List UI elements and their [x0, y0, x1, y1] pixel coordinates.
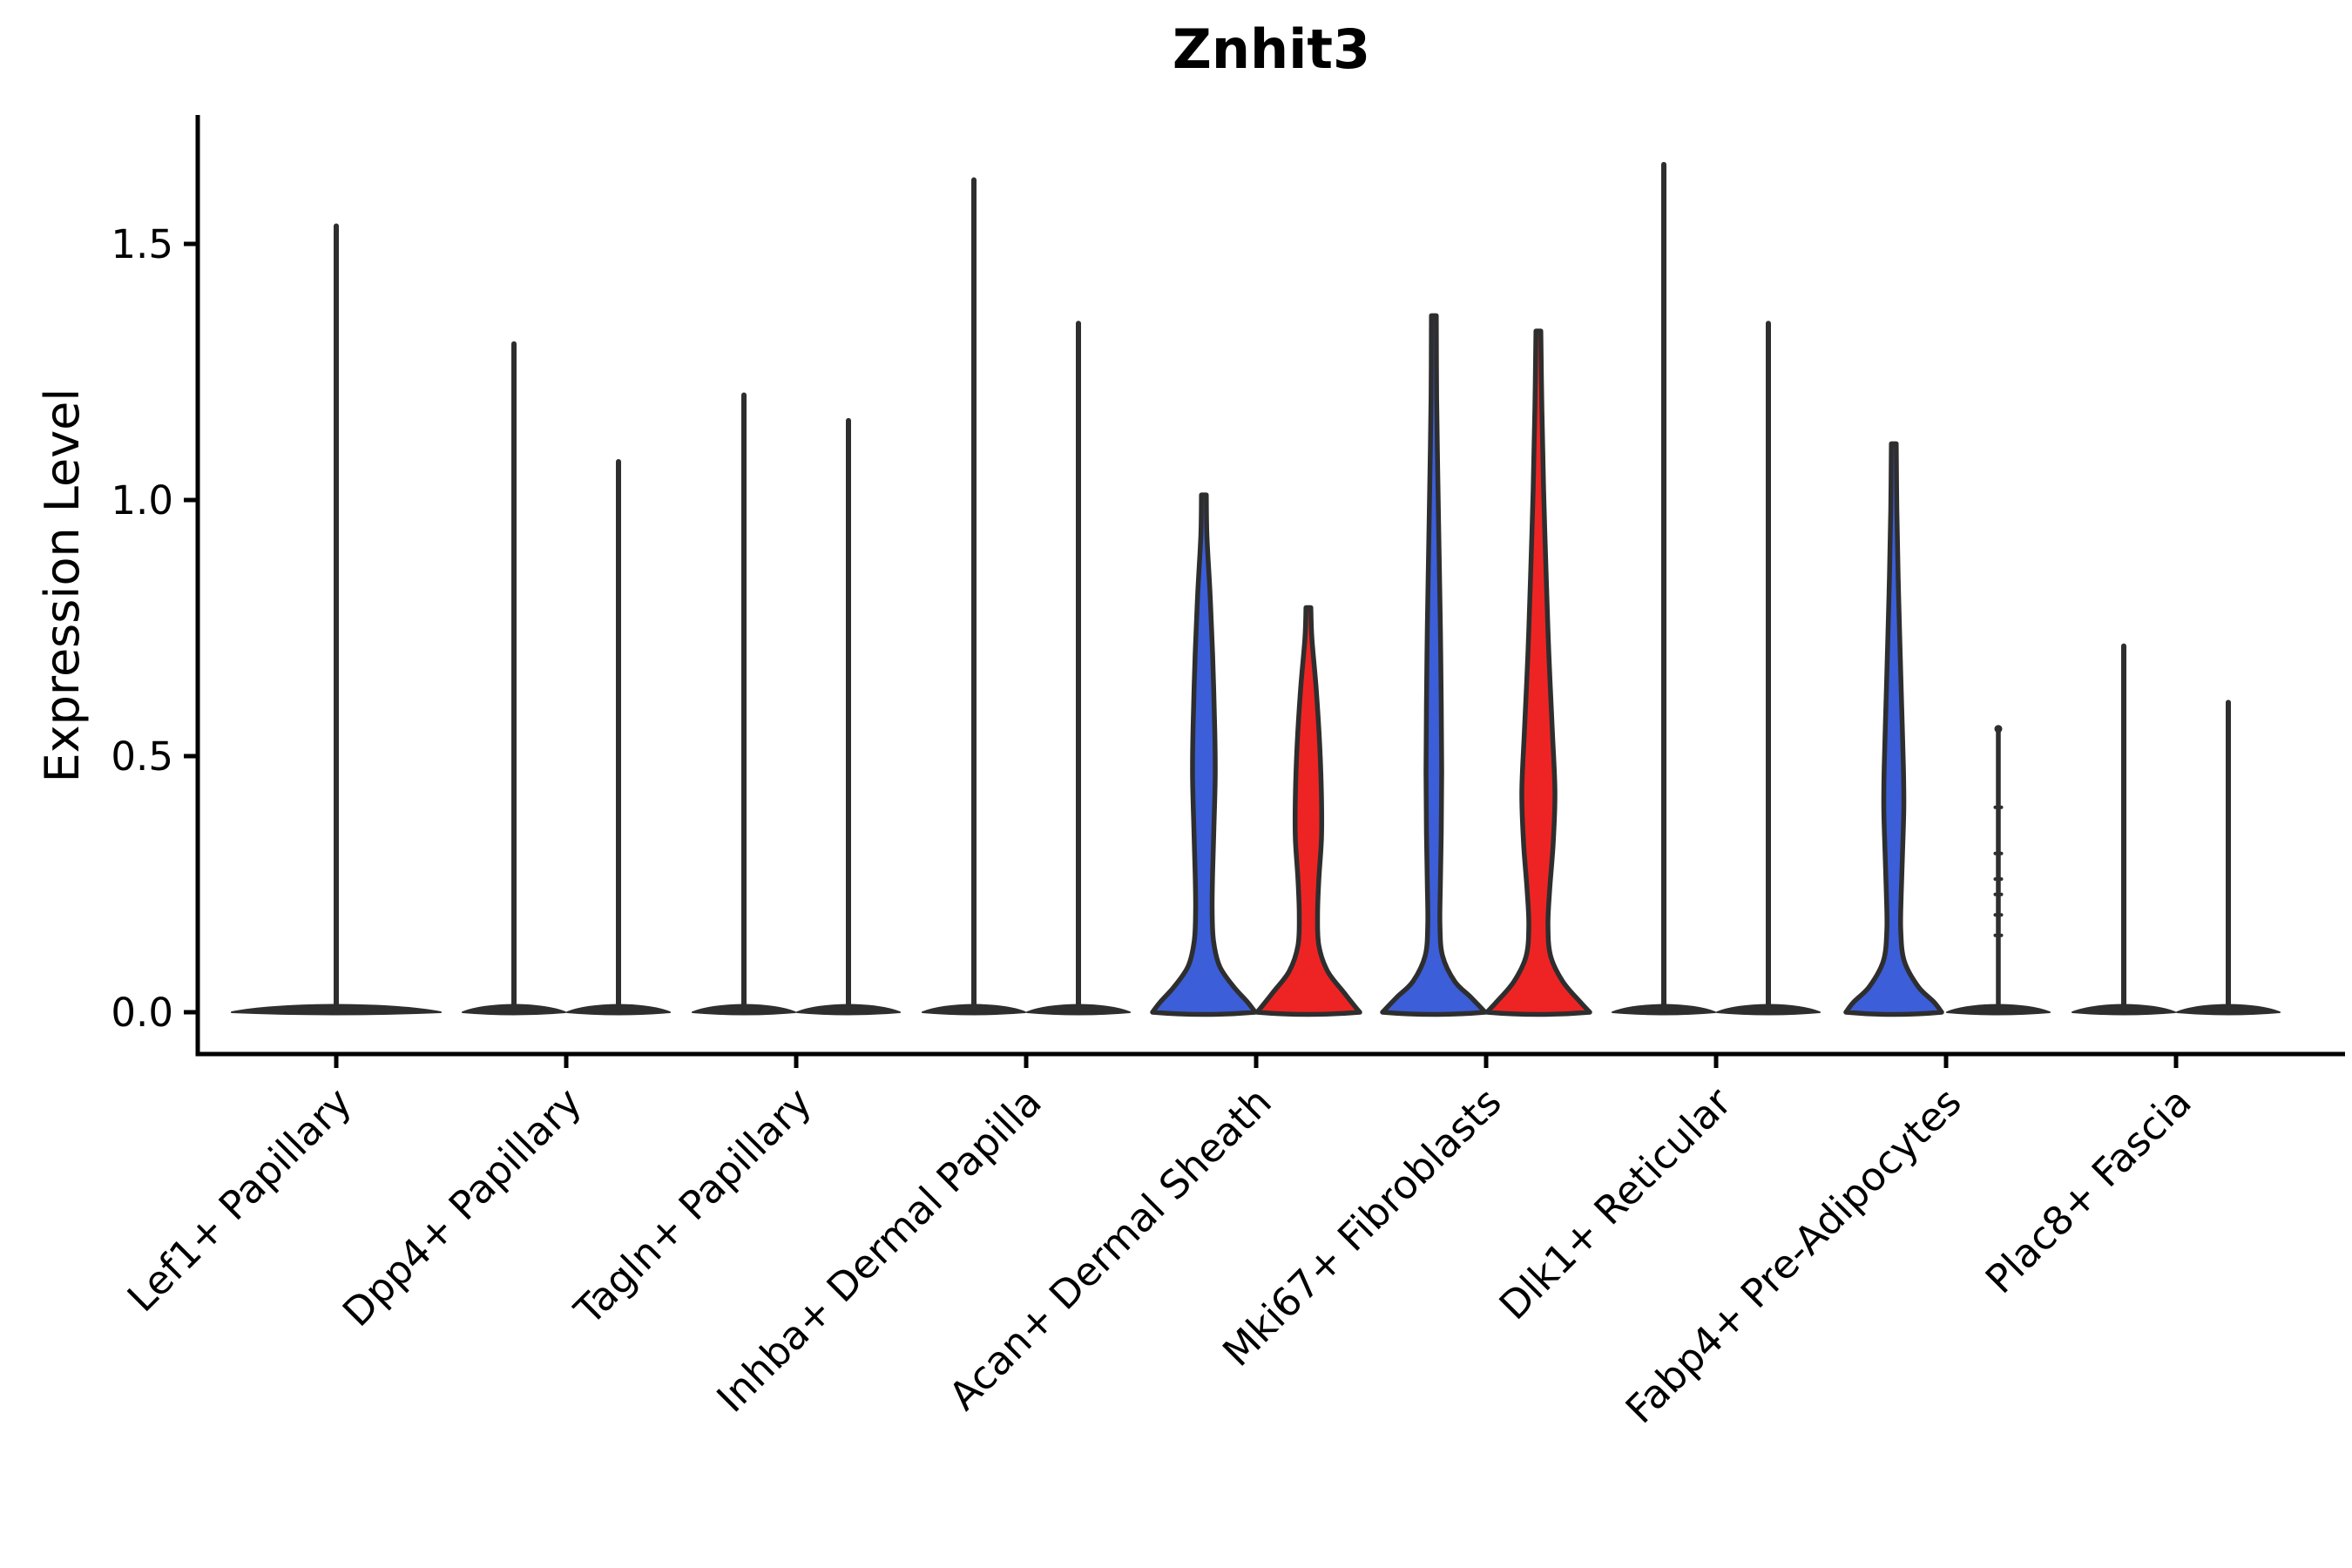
data-point-mark	[1993, 851, 2004, 855]
x-tick-label-9: Plac8+ Fascia	[1977, 1078, 2200, 1302]
data-point-mark	[1993, 877, 2004, 882]
chart-title: Znhit3	[1172, 17, 1371, 81]
y-tick-label: 1.0	[111, 477, 173, 524]
y-tick-label: 1.5	[111, 221, 173, 267]
x-tick-label-1: Lef1+ Papillary	[118, 1078, 361, 1321]
data-point-mark	[1993, 805, 2004, 809]
data-point-mark	[1993, 913, 2004, 917]
x-tick-label-2: Dpp4+ Papillary	[334, 1078, 591, 1335]
violin-blue	[1843, 441, 1944, 1017]
violin-red	[1254, 605, 1362, 1017]
data-point-mark	[1993, 933, 2004, 937]
violin-red	[1484, 328, 1592, 1017]
y-tick-label: 0.5	[111, 733, 173, 780]
y-tick-label: 0.0	[111, 990, 173, 1036]
x-tick-label-7: Dlk1+ Reticular	[1490, 1078, 1740, 1328]
data-point-mark	[1993, 892, 2004, 896]
violin-blue	[1150, 492, 1258, 1017]
violin-blue	[1380, 313, 1488, 1017]
x-tick-label-3: Tagln+ Papillary	[565, 1078, 821, 1334]
violin-max-cap	[1994, 725, 2003, 733]
